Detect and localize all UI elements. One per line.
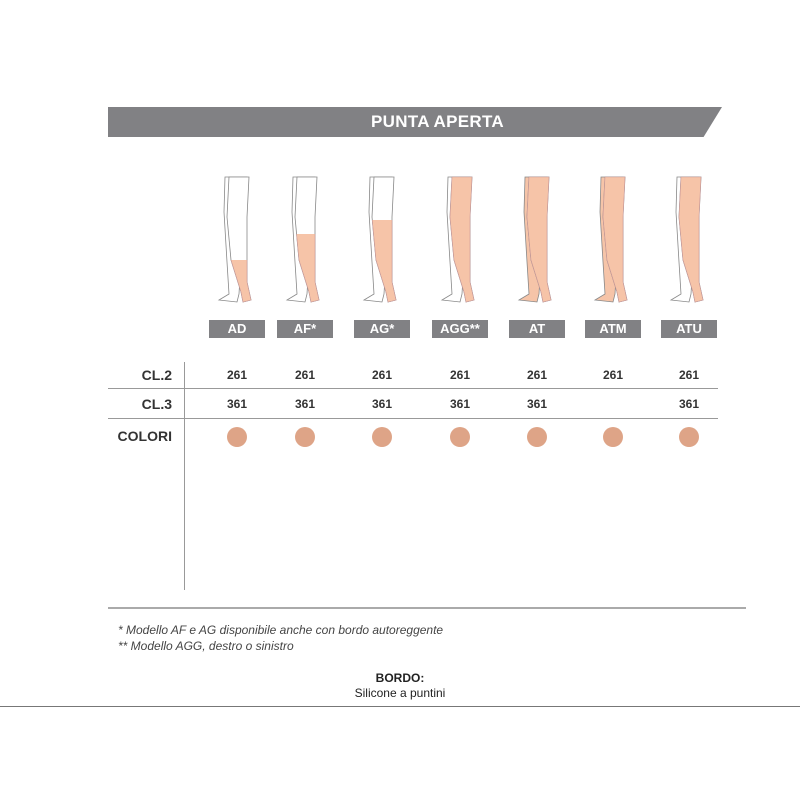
section-header: PUNTA APERTA — [108, 107, 722, 137]
model-label: ATU — [661, 320, 717, 338]
model-label: AD — [209, 320, 265, 338]
model-label: AF* — [277, 320, 333, 338]
cell-cl3: 361 — [226, 397, 248, 411]
color-swatch — [603, 427, 623, 447]
cell-cl3: 361 — [371, 397, 393, 411]
model-label: AG* — [354, 320, 410, 338]
model-label: ATM — [585, 320, 641, 338]
divider — [108, 607, 746, 609]
footnote-2: ** Modello AGG, destro o sinistro — [118, 639, 294, 653]
cell-cl3: 361 — [449, 397, 471, 411]
cell-cl2: 261 — [678, 368, 700, 382]
bordo-label: BORDO: — [375, 671, 425, 685]
leg-illustration-at — [507, 172, 567, 307]
bordo-value: Silicone a puntini — [354, 686, 446, 700]
model-label: AGG** — [432, 320, 488, 338]
row-label-colori: COLORI — [117, 428, 172, 444]
leg-illustration-af — [275, 172, 335, 307]
cell-cl2: 261 — [371, 368, 393, 382]
cell-cl2: 261 — [449, 368, 471, 382]
cell-cl3: 361 — [526, 397, 548, 411]
cell-cl2: 261 — [526, 368, 548, 382]
leg-illustration-agg — [430, 172, 490, 307]
leg-illustration-atm — [583, 172, 643, 307]
color-swatch — [679, 427, 699, 447]
color-swatch — [295, 427, 315, 447]
row-label-cl3: CL.3 — [141, 396, 172, 412]
cell-cl2: 261 — [294, 368, 316, 382]
color-swatch — [527, 427, 547, 447]
divider — [108, 418, 718, 419]
leg-illustration-ad — [207, 172, 267, 307]
divider-vertical — [184, 362, 185, 590]
color-swatch — [227, 427, 247, 447]
leg-illustration-atu — [659, 172, 719, 307]
cell-cl2: 261 — [226, 368, 248, 382]
cell-cl3: 361 — [678, 397, 700, 411]
cell-cl2: 261 — [602, 368, 624, 382]
section-title: PUNTA APERTA — [371, 112, 504, 131]
cell-cl3: 361 — [294, 397, 316, 411]
leg-illustration-ag — [352, 172, 412, 307]
color-swatch — [450, 427, 470, 447]
divider — [0, 706, 800, 707]
model-label: AT — [509, 320, 565, 338]
color-swatch — [372, 427, 392, 447]
footnote-1: * Modello AF e AG disponibile anche con … — [118, 623, 444, 637]
divider — [108, 388, 718, 389]
row-label-cl2: CL.2 — [141, 367, 172, 383]
